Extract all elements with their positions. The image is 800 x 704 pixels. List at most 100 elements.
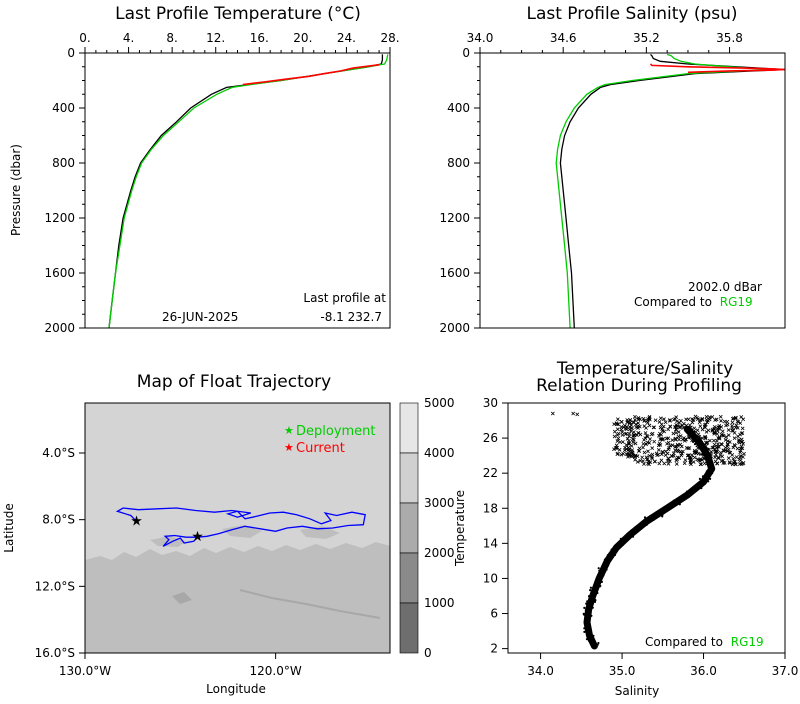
salinity-annotation-depth: 2002.0 dBar — [688, 280, 762, 294]
temperature-profile-panel: Last Profile Temperature (°C) 0. 4. 8. 12. 1… — [9, 4, 400, 335]
profile-series-line-0-2 — [242, 63, 380, 86]
ts-compared-label: Compared to — [645, 635, 723, 649]
x-tick-label-1-0: 34.0 — [467, 31, 494, 45]
ts-cloud-point — [700, 417, 705, 422]
ts-cloud-point — [704, 417, 709, 422]
ts-cloud-point — [636, 417, 641, 422]
bathymetry-shallower-region — [85, 542, 390, 653]
y-tick-label-0-1: 400 — [52, 101, 75, 115]
y-tick-label-0-4: 1600 — [44, 266, 75, 280]
ts-point — [706, 477, 709, 480]
ts-cloud-point — [620, 430, 625, 435]
ts-point — [633, 527, 636, 530]
ts-cloud-point — [726, 433, 731, 437]
ts-point — [587, 595, 591, 598]
x-tick-label-0-0: 0. — [79, 31, 90, 45]
ts-y-tick-label-5: 22 — [483, 466, 498, 480]
ts-point — [646, 522, 649, 525]
ts-point — [598, 569, 601, 572]
ts-point — [597, 641, 600, 645]
ts-point — [705, 472, 708, 475]
ts-cloud-point — [627, 442, 631, 446]
ts-cloud-point — [702, 424, 707, 429]
ts-point — [585, 617, 588, 620]
ts-point — [610, 548, 613, 551]
ts-cloud-point — [631, 430, 636, 434]
ts-point — [711, 472, 714, 475]
legend-deployment-marker: ★ — [284, 424, 294, 437]
ts-cloud-point — [666, 461, 671, 466]
ts-cloud-point — [630, 426, 635, 431]
ts-cloud-point — [629, 444, 634, 448]
ts-cloud-point — [696, 432, 701, 437]
ts-point — [695, 436, 698, 439]
temperature-annotation-coords: -8.1 232.7 — [320, 310, 382, 324]
ts-cloud-point — [665, 459, 670, 463]
bathymetry-ridge — [239, 589, 381, 619]
ts-cloud-point — [684, 417, 688, 422]
temperature-title: Last Profile Temperature (°C) — [115, 4, 361, 24]
ts-cloud-point — [666, 447, 671, 452]
salinity-x-axis: 34.0 34.6 35.2 35.8 — [467, 31, 743, 53]
x-tick-label-1-3: 35.8 — [716, 31, 743, 45]
ts-cloud-point — [696, 437, 701, 441]
salinity-annotation-compared: Compared to RG19 — [634, 295, 753, 309]
profile-series-line-1-2 — [649, 63, 786, 74]
ts-point — [591, 606, 594, 609]
ts-point — [701, 475, 705, 478]
profile-series-line-0-0 — [108, 54, 384, 329]
ts-cloud-point — [698, 424, 703, 429]
ts-cloud-point — [623, 432, 628, 436]
ts-point — [596, 643, 599, 646]
ts-cloud-point — [742, 451, 746, 456]
ts-point — [652, 518, 656, 521]
ts-cloud-point — [666, 456, 671, 461]
ts-cloud-point — [673, 444, 678, 449]
ts-cloud-point — [719, 424, 724, 429]
ts-cloud-point — [646, 417, 650, 421]
profile-series-line-0-1 — [108, 54, 389, 329]
ts-point — [631, 534, 634, 537]
y-tick-label-1-5: 2000 — [439, 321, 470, 335]
ts-point — [597, 583, 600, 586]
ts-point — [709, 477, 712, 480]
ts-cloud-point — [636, 431, 641, 435]
ts-y-tick-label-4: 18 — [483, 501, 498, 515]
ts-point — [586, 626, 589, 629]
ts-cloud-point — [712, 430, 717, 435]
ts-point — [678, 497, 681, 500]
ts-point — [690, 435, 693, 439]
ts-cloud-point — [715, 432, 720, 436]
ts-point — [700, 485, 703, 488]
ts-point — [606, 554, 610, 557]
ts-y-tick-label-6: 26 — [483, 431, 498, 445]
x-tick-label-1-1: 34.6 — [550, 31, 577, 45]
ts-cloud-point — [689, 428, 694, 433]
colorbar-tick-label-0: 5000 — [424, 396, 455, 410]
ts-cloud-point — [737, 462, 742, 466]
ts-curve-band — [583, 425, 716, 650]
ts-point — [589, 628, 592, 631]
ts-cloud-point — [708, 438, 712, 443]
ts-x-tick-label-2: 36.0 — [690, 664, 717, 678]
map-y-tick-label-2: 12.0°S — [35, 579, 75, 593]
ts-cloud-point — [720, 454, 725, 459]
ts-cloud-point — [612, 422, 617, 427]
ts-point — [613, 553, 617, 557]
ts-y-tick-label-0: 2 — [490, 642, 498, 656]
ts-cloud-point — [677, 437, 681, 442]
ts-cloud-point — [705, 458, 710, 463]
ts-cloud-point — [739, 437, 744, 442]
ts-cloud-point — [690, 453, 694, 457]
ts-cloud-point — [647, 423, 652, 428]
ts-cloud-point — [704, 444, 708, 449]
ts-point — [710, 468, 713, 472]
ts-cloud-point — [711, 445, 716, 450]
deployment-star-marker: ★ — [191, 529, 204, 545]
ts-cloud-point — [687, 431, 692, 436]
ts-cloud-point — [630, 452, 635, 457]
ts-cloud-point — [615, 427, 620, 432]
ts-cloud-point — [623, 426, 628, 431]
ts-point — [590, 614, 593, 617]
x-tick-label-0-1: 4. — [123, 31, 134, 45]
